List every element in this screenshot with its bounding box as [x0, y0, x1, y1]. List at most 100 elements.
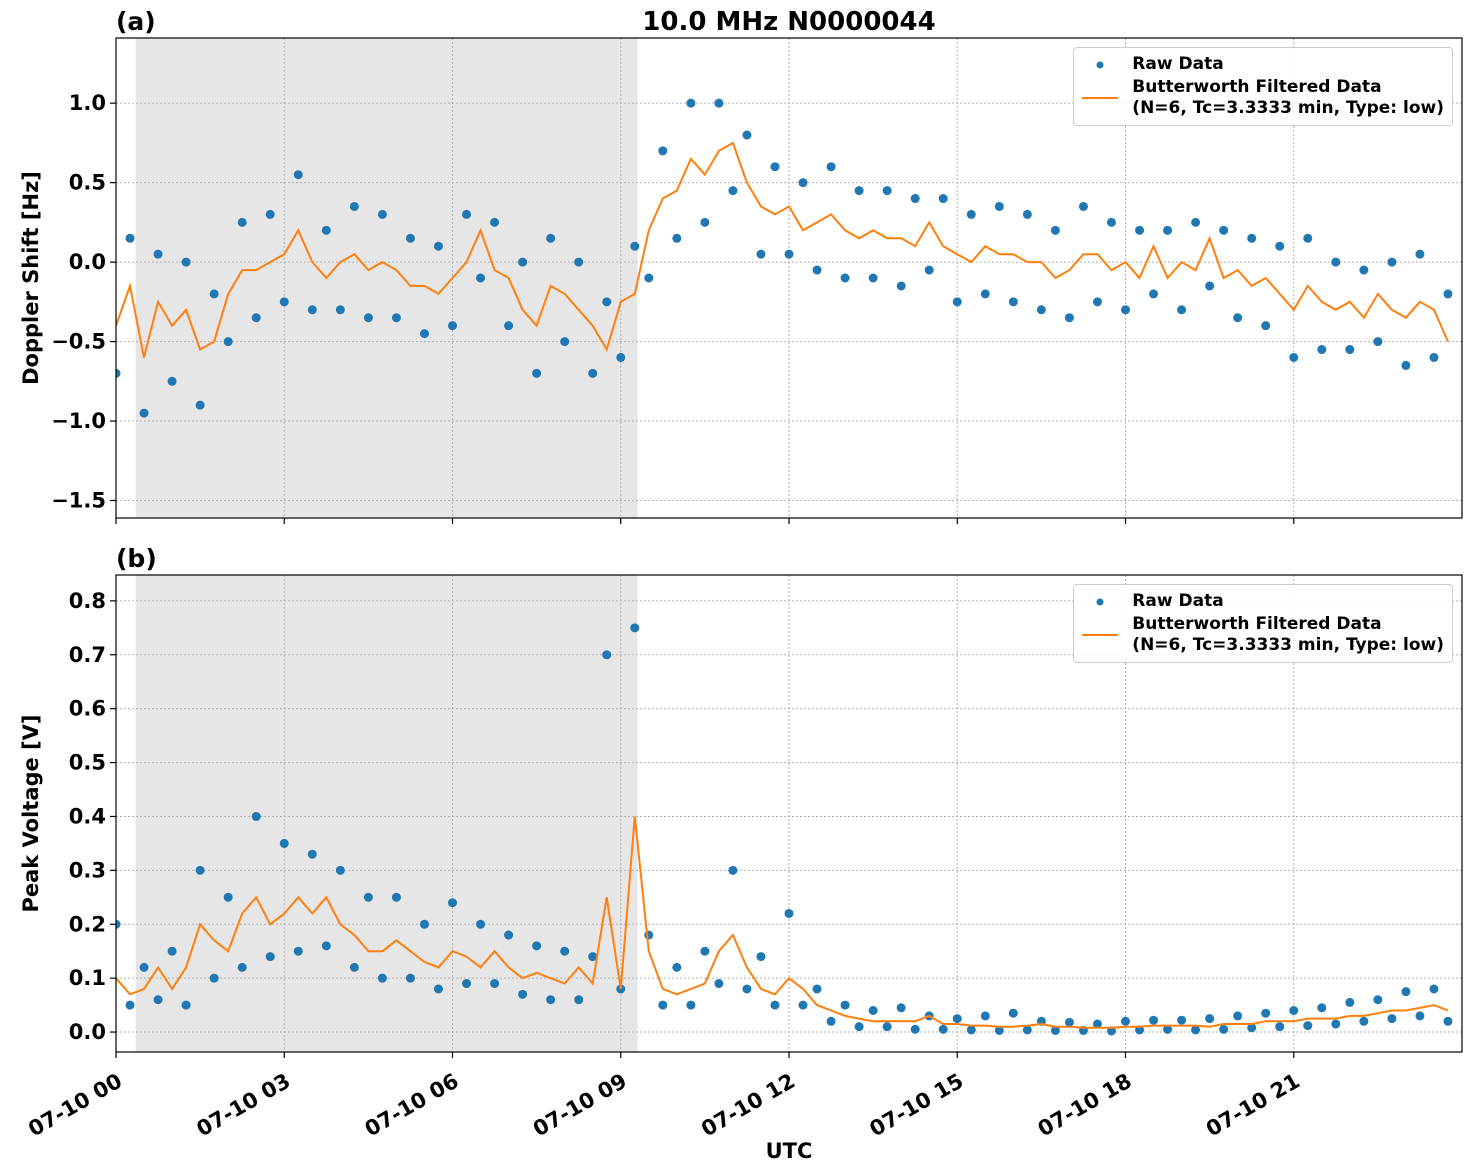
raw-point [377, 209, 387, 219]
raw-point [1121, 1016, 1130, 1026]
raw-point [896, 281, 906, 291]
raw-point [784, 249, 794, 259]
plot-area [116, 98, 1453, 418]
raw-point [279, 838, 289, 848]
legend-symbol [1096, 61, 1104, 69]
raw-point [1092, 297, 1102, 307]
legend-label: Butterworth Filtered Data (N=6, Tc=3.333… [1132, 77, 1444, 118]
raw-point [1443, 289, 1453, 299]
y-tick-label: 0.2 [69, 912, 106, 936]
raw-point [672, 962, 682, 972]
raw-point [532, 368, 542, 378]
y-tick-label: 0.6 [69, 697, 106, 721]
legend-swatch [1096, 61, 1104, 69]
raw-point [1303, 233, 1313, 243]
raw-point [195, 400, 205, 410]
raw-point [321, 225, 331, 235]
raw-point [1289, 352, 1299, 362]
raw-point [1036, 305, 1046, 315]
raw-point [868, 273, 878, 283]
raw-point [1191, 217, 1201, 227]
raw-point [756, 249, 766, 259]
raw-point [1205, 1014, 1215, 1024]
raw-point [1092, 1019, 1102, 1029]
raw-point [518, 257, 528, 267]
y-tick-label: 0.3 [69, 858, 106, 882]
raw-point [910, 1024, 920, 1034]
raw-point [1415, 1011, 1425, 1021]
filtered-line [116, 816, 1449, 1029]
x-tick-label: 07-10 03 [193, 1069, 295, 1142]
raw-point [714, 98, 724, 108]
raw-point [966, 209, 976, 219]
raw-point [686, 1000, 696, 1010]
raw-point [966, 1025, 976, 1035]
raw-point [882, 1022, 892, 1032]
raw-point [462, 979, 472, 989]
raw-point [448, 321, 457, 331]
raw-point [405, 973, 415, 983]
raw-point [980, 1011, 990, 1021]
panel-label: (a) [116, 7, 156, 36]
raw-point [728, 865, 738, 875]
raw-point [700, 946, 710, 956]
raw-point [952, 1014, 962, 1024]
raw-point [279, 297, 289, 307]
raw-point [1401, 360, 1411, 370]
raw-point [1429, 352, 1439, 362]
raw-point [1429, 984, 1439, 994]
raw-point [265, 952, 275, 962]
x-tick-label: 07-10 18 [1034, 1069, 1136, 1142]
raw-point [868, 1005, 878, 1015]
legend: Raw Data Butterworth Filtered Data (N=6, … [1073, 584, 1453, 663]
y-axis-label: Doppler Shift [Hz] [19, 171, 43, 385]
raw-point [616, 352, 626, 362]
raw-point [658, 1000, 668, 1010]
raw-point [1205, 281, 1215, 291]
x-tick-label: 07-10 00 [24, 1069, 126, 1142]
raw-point [644, 930, 654, 940]
raw-point [728, 186, 738, 196]
raw-point [490, 979, 500, 989]
raw-point [335, 865, 345, 875]
raw-point [840, 1000, 850, 1010]
raw-point [994, 201, 1004, 211]
legend-entry: Butterworth Filtered Data (N=6, Tc=3.333… [1082, 614, 1444, 656]
raw-point [1331, 257, 1341, 267]
raw-point [952, 297, 962, 307]
raw-point [251, 313, 261, 323]
raw-point [1359, 1016, 1369, 1026]
y-tick-label: 0.7 [69, 643, 106, 667]
raw-point [223, 337, 233, 347]
legend-entry: Raw Data [1096, 54, 1444, 75]
raw-point [1121, 305, 1130, 315]
raw-point [1135, 225, 1145, 235]
raw-point [195, 865, 205, 875]
raw-point [938, 194, 948, 204]
raw-point [1247, 233, 1257, 243]
raw-point [1373, 995, 1383, 1005]
raw-point [181, 1000, 191, 1010]
axes-frame [115, 574, 1463, 1053]
y-tick-label: 0.1 [69, 966, 106, 990]
raw-point [630, 623, 640, 633]
raw-point [1064, 313, 1074, 323]
raw-point [153, 995, 163, 1005]
raw-point [1443, 1016, 1453, 1026]
raw-point [265, 209, 275, 219]
raw-point [167, 376, 177, 386]
raw-point [433, 241, 443, 251]
raw-point [1008, 1008, 1018, 1018]
raw-point [1387, 1014, 1397, 1024]
raw-point [377, 973, 387, 983]
raw-point [1163, 225, 1173, 235]
y-axis-label: Peak Voltage [V] [19, 714, 43, 912]
raw-point [812, 265, 822, 275]
raw-point [588, 368, 598, 378]
y-tick-label: 0.5 [69, 751, 106, 775]
raw-point [1022, 1025, 1032, 1035]
raw-point [1106, 217, 1116, 227]
y-tick-label: 0.0 [69, 1020, 106, 1044]
raw-point [1275, 241, 1285, 251]
